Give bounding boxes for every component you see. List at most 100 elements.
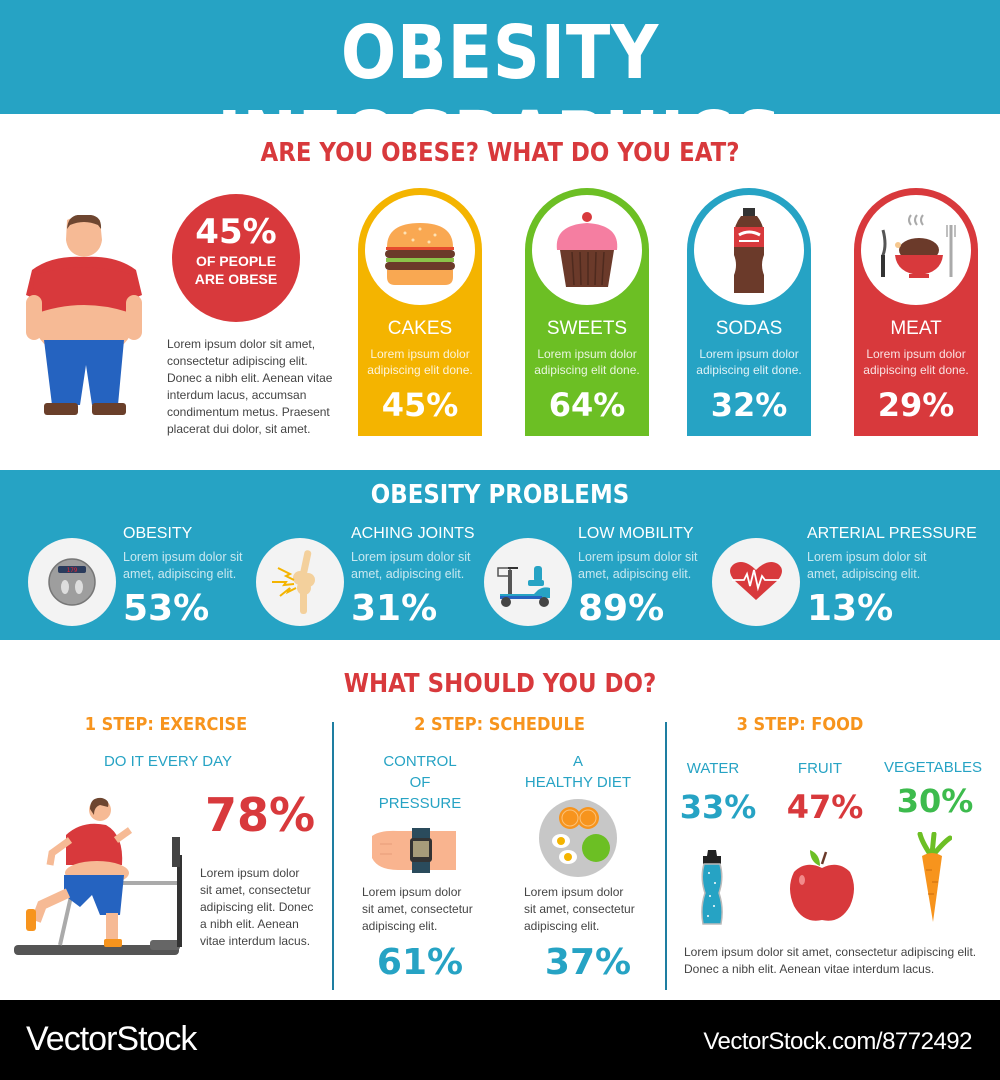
desc-line: Lorem ipsum dolor sit bbox=[807, 550, 927, 564]
card-name: CAKES bbox=[387, 318, 453, 339]
card-value: 32% bbox=[710, 386, 788, 424]
problem-desc: Lorem ipsum dolor sit amet, adipiscing el… bbox=[123, 549, 243, 583]
step2-item-label-diet: A HEALTHY DIET bbox=[503, 751, 653, 793]
step2-diet-description: Lorem ipsum dolor sit amet, consectetur … bbox=[524, 884, 654, 935]
desc-line: adipiscing elit. bbox=[362, 919, 438, 933]
card-desc: Lorem ipsum dolor adipiscing elit done. bbox=[687, 346, 811, 378]
icon-circle bbox=[861, 195, 971, 305]
desc-line: sit amet, consectetur bbox=[524, 902, 635, 916]
card-value: 64% bbox=[548, 386, 626, 424]
desc-line: interdum lacus, accumsan bbox=[167, 388, 307, 402]
label-line: OF bbox=[409, 774, 431, 791]
carrot-icon bbox=[917, 832, 952, 922]
icon-circle bbox=[694, 195, 804, 305]
step3-label-water: WATER bbox=[686, 760, 740, 777]
icon-circle bbox=[532, 195, 642, 305]
soda-bottle-icon bbox=[734, 208, 764, 293]
label-line: CONTROL bbox=[383, 753, 457, 770]
card-desc: Lorem ipsum dolor adipiscing elit done. bbox=[358, 346, 482, 378]
card-desc: Lorem ipsum dolor adipiscing elit done. bbox=[525, 346, 649, 378]
problem-icon-circle: 179 bbox=[28, 538, 116, 626]
desc-line: Lorem ipsum dolor bbox=[200, 866, 300, 880]
step3-value-fruit: 47% bbox=[786, 788, 864, 826]
card-name: SODAS bbox=[715, 318, 783, 339]
desc-line: Lorem ipsum dolor sit bbox=[123, 550, 243, 564]
obesity-description: Lorem ipsum dolor sit amet, consectetur … bbox=[167, 336, 347, 438]
problem-value: 13% bbox=[807, 588, 894, 629]
water-bottle-icon bbox=[701, 850, 723, 925]
card-desc: Lorem ipsum dolor adipiscing elit done. bbox=[854, 346, 978, 378]
desc-line: Lorem ipsum dolor sit amet, consectetur … bbox=[684, 945, 977, 959]
desc-line: consectetur adipiscing elit. bbox=[167, 354, 308, 368]
step2-pressure-description: Lorem ipsum dolor sit amet, consectetur … bbox=[362, 884, 492, 935]
section-title-what-should-you-do: WHAT SHOULD YOU DO? bbox=[343, 669, 657, 699]
burger-icon bbox=[385, 223, 455, 285]
section-title-are-you-obese: ARE YOU OBESE? WHAT DO YOU EAT? bbox=[260, 138, 740, 168]
step3-description: Lorem ipsum dolor sit amet, consectetur … bbox=[684, 944, 994, 978]
column-divider bbox=[332, 722, 334, 990]
problem-name: LOW MOBILITY bbox=[578, 525, 694, 542]
desc-line: amet, adipiscing elit. bbox=[123, 567, 237, 581]
treadmill-runner-icon bbox=[14, 797, 182, 955]
desc-line: Lorem ipsum dolor bbox=[699, 347, 799, 361]
apple-icon bbox=[790, 850, 854, 921]
desc-line: adipiscing elit. bbox=[524, 919, 600, 933]
page-title: OBESITY INFOGRAPHICS bbox=[217, 10, 783, 182]
icon-circle bbox=[365, 195, 475, 305]
desc-line: sit amet, consectetur bbox=[200, 883, 311, 897]
desc-line: Donec a nibh elit. Aenean vitae interdum… bbox=[684, 962, 935, 976]
desc-line: Lorem ipsum dolor sit bbox=[351, 550, 471, 564]
obesity-stat-circle: 45% OF PEOPLE ARE OBESE bbox=[172, 194, 300, 322]
problem-icon-circle bbox=[256, 538, 344, 626]
desc-line: Donec a nibh elit. Aenean vitae bbox=[167, 371, 333, 385]
desc-line: Lorem ipsum dolor sit bbox=[578, 550, 698, 564]
step3-value-water: 33% bbox=[679, 788, 757, 826]
step2-title: 2 STEP: SCHEDULE bbox=[414, 714, 585, 735]
healthy-plate-icon bbox=[539, 799, 617, 877]
food-card-sodas: SODAS Lorem ipsum dolor adipiscing elit d… bbox=[687, 188, 811, 436]
step2-diet-value: 37% bbox=[544, 942, 632, 983]
label-line: HEALTHY DIET bbox=[524, 774, 632, 791]
joint-pain-icon bbox=[272, 550, 315, 614]
desc-line: a nibh elit. Aenean bbox=[200, 917, 299, 931]
desc-line: adipiscing elit done. bbox=[534, 363, 640, 377]
card-name: MEAT bbox=[890, 318, 942, 339]
card-value: 29% bbox=[877, 386, 955, 424]
step3-title: 3 STEP: FOOD bbox=[736, 714, 864, 735]
problem-name: ARTERIAL PRESSURE bbox=[807, 525, 977, 542]
desc-line: amet, adipiscing elit. bbox=[807, 567, 921, 581]
problem-desc: Lorem ipsum dolor sit amet, adipiscing el… bbox=[578, 549, 698, 583]
desc-line: adipiscing elit. Donec bbox=[200, 900, 314, 914]
scale-icon: 179 bbox=[48, 558, 96, 606]
problem-value: 53% bbox=[123, 588, 210, 629]
problem-desc: Lorem ipsum dolor sit amet, adipiscing el… bbox=[807, 549, 927, 583]
desc-line: Lorem ipsum dolor bbox=[362, 885, 462, 899]
step1-description: Lorem ipsum dolor sit amet, consectetur … bbox=[200, 865, 330, 950]
card-value: 45% bbox=[381, 386, 459, 424]
wrist-watch-icon bbox=[372, 828, 456, 873]
problem-value: 89% bbox=[578, 588, 665, 629]
obesity-stat-label-1: OF PEOPLE bbox=[195, 253, 277, 269]
obese-man-icon bbox=[26, 215, 142, 415]
step1-subtitle: DO IT EVERY DAY bbox=[103, 753, 233, 770]
column-divider bbox=[665, 722, 667, 990]
problem-desc: Lorem ipsum dolor sit amet, adipiscing el… bbox=[351, 549, 471, 583]
mobility-scooter-icon bbox=[497, 566, 550, 607]
label-line: PRESSURE bbox=[378, 795, 462, 812]
desc-line: condimentum metus. Praesent bbox=[167, 405, 330, 419]
cupcake-icon bbox=[556, 212, 618, 287]
step2-pressure-value: 61% bbox=[376, 942, 464, 983]
desc-line: amet, adipiscing elit. bbox=[578, 567, 692, 581]
desc-line: sit amet, consectetur bbox=[362, 902, 473, 916]
problem-name: ACHING JOINTS bbox=[351, 525, 475, 542]
desc-line: Lorem ipsum dolor bbox=[866, 347, 966, 361]
step3-label-fruit: FRUIT bbox=[797, 760, 843, 777]
problem-icon-circle bbox=[484, 538, 572, 626]
watermark-brand: VectorStock bbox=[26, 1020, 197, 1058]
step1-title: 1 STEP: EXERCISE bbox=[84, 714, 248, 735]
header-banner bbox=[0, 0, 1000, 114]
desc-line: vitae interdum lacus. bbox=[200, 934, 311, 948]
step2-item-label-pressure: CONTROL OF PRESSURE bbox=[345, 751, 495, 814]
watermark-url: VectorStock.com/8772492 bbox=[703, 1028, 972, 1055]
desc-line: adipiscing elit done. bbox=[367, 363, 473, 377]
